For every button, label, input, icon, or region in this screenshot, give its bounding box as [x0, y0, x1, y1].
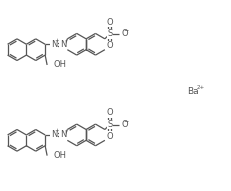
Text: Ba: Ba [186, 87, 198, 96]
Text: O: O [106, 18, 113, 27]
Text: O: O [121, 120, 128, 129]
Text: +: + [54, 38, 59, 43]
Text: S: S [107, 120, 112, 129]
Text: −: − [122, 118, 128, 123]
Text: N: N [59, 40, 66, 49]
Text: N: N [51, 40, 57, 49]
Text: N: N [51, 130, 57, 139]
Text: N: N [59, 130, 66, 139]
Text: S: S [107, 29, 112, 38]
Text: O: O [106, 41, 113, 50]
Text: +: + [54, 129, 59, 134]
Text: OH: OH [53, 151, 66, 160]
Text: OH: OH [53, 60, 66, 70]
Text: −: − [122, 28, 128, 32]
Text: 2+: 2+ [196, 85, 204, 90]
Text: O: O [106, 132, 113, 141]
Text: O: O [106, 108, 113, 117]
Text: O: O [121, 29, 128, 38]
